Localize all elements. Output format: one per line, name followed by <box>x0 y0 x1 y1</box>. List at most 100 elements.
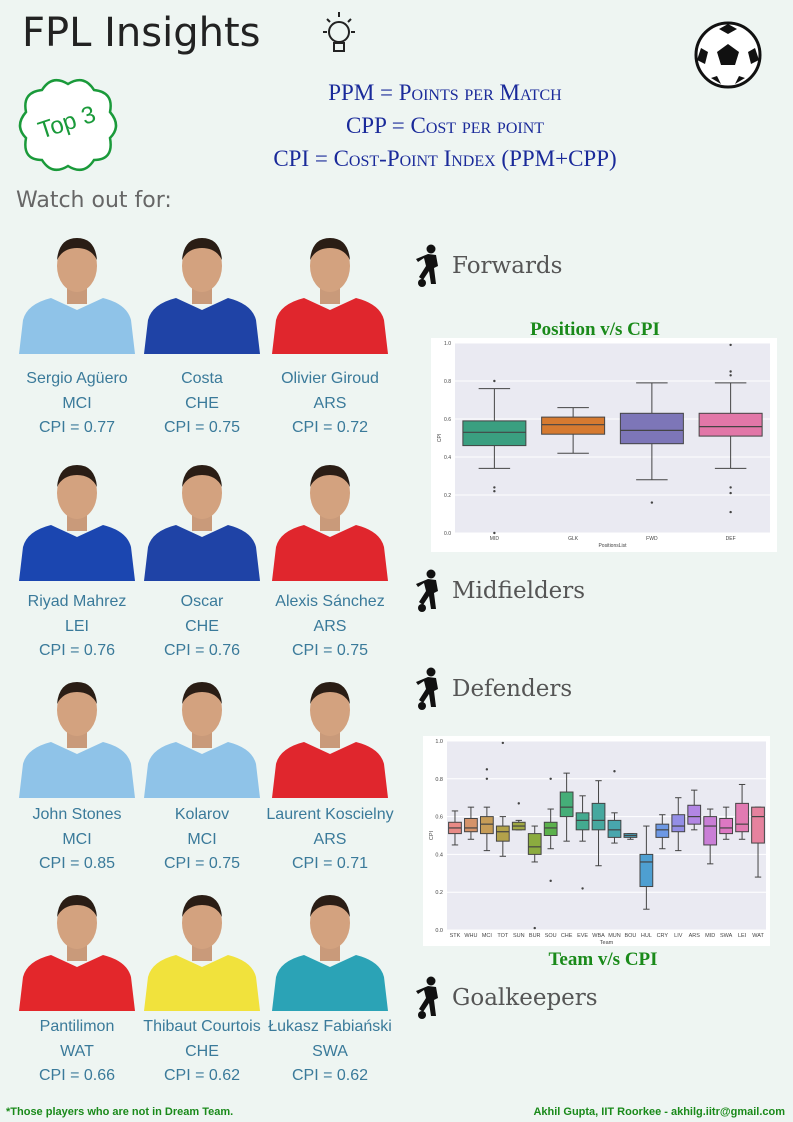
player-cpi: CPI = 0.77 <box>38 419 116 436</box>
box <box>543 821 558 836</box>
head <box>310 240 350 292</box>
y-axis-label: CPI <box>437 434 443 442</box>
player-cpi: CPI = 0.62 <box>163 1067 241 1084</box>
player-name: John Stones <box>32 806 122 823</box>
y-tick-label: 0.2 <box>435 890 443 896</box>
outlier <box>650 501 654 504</box>
x-tick-label: WHU <box>464 933 477 939</box>
icon-body <box>416 986 438 1016</box>
section-label: Forwards <box>452 253 563 279</box>
x-tick-label: WAT <box>752 933 764 939</box>
box <box>687 804 702 825</box>
box <box>575 812 590 831</box>
badge: Top 3 <box>18 78 118 172</box>
hair <box>182 895 222 917</box>
chart: 0.0 0.2 0.4 0.6 0.8 1.0 MID GLK FWD DEF PositionsL… <box>431 338 777 552</box>
outlier <box>493 379 496 383</box>
head <box>182 467 222 519</box>
outlier <box>729 374 732 377</box>
player-team: ARS <box>313 395 347 412</box>
icon-head <box>426 569 436 579</box>
player-photo <box>272 238 388 354</box>
player-cpi: CPI = 0.76 <box>38 642 116 659</box>
player-name: Łukasz Fabiański <box>268 1018 392 1035</box>
player-cpi: CPI = 0.76 <box>163 642 241 659</box>
y-tick-label: 0.4 <box>435 852 443 858</box>
lightbulb-icon <box>323 12 355 52</box>
kicker-icon <box>416 976 438 1019</box>
player-photo <box>19 465 135 581</box>
outlier <box>729 486 732 489</box>
box <box>671 814 686 833</box>
player-name: Oscar <box>180 593 224 610</box>
player-name: Olivier Giroud <box>281 370 379 387</box>
hair <box>310 895 350 917</box>
box <box>541 416 606 435</box>
head <box>310 467 350 519</box>
head <box>182 240 222 292</box>
player-name: Kolarov <box>174 806 230 823</box>
box <box>527 833 542 855</box>
player-team: LEI <box>64 618 89 635</box>
hair <box>57 238 97 260</box>
jersey <box>272 298 388 354</box>
player-photo <box>272 682 388 798</box>
definition: CPI = Cost-Point Index (PPM+CPP) <box>273 146 617 171</box>
player-photo <box>144 238 260 354</box>
section-label: Midfielders <box>452 578 586 604</box>
icon-body <box>416 579 438 609</box>
definition: PPM = Points per Match <box>328 80 562 105</box>
box <box>735 802 749 833</box>
player-name: Riyad Mahrez <box>27 593 127 610</box>
x-axis-label: Team <box>600 940 614 946</box>
outlier <box>729 370 732 373</box>
x-tick-label: LIV <box>674 933 683 939</box>
title: FPL Insights <box>22 10 261 56</box>
head <box>182 897 222 949</box>
player-team: SWA <box>312 1043 348 1060</box>
outlier <box>493 531 496 535</box>
box <box>698 412 763 437</box>
x-tick-label: LEI <box>738 933 747 939</box>
x-tick-label: HUL <box>641 933 652 939</box>
jersey <box>19 955 135 1011</box>
head <box>57 240 97 292</box>
x-tick-label: MID <box>490 536 500 542</box>
x-tick-label: TOT <box>497 933 509 939</box>
x-tick-label: SOU <box>545 933 557 939</box>
hair <box>182 238 222 260</box>
player-team: ARS <box>313 831 347 848</box>
player-name: Laurent Koscielny <box>266 806 394 823</box>
player-cpi: CPI = 0.85 <box>38 855 116 872</box>
chart: 0.0 0.2 0.4 0.6 0.8 1.0 STK WHU MCI TOT SUN BUR SOU C… <box>423 736 770 946</box>
y-tick-label: 0.0 <box>435 928 443 934</box>
x-tick-label: BOU <box>624 933 636 939</box>
y-tick-label: 0.0 <box>444 531 451 537</box>
head <box>182 684 222 736</box>
icon-ball <box>418 279 426 287</box>
jersey <box>144 525 260 581</box>
hair <box>310 238 350 260</box>
kicker-icon <box>416 667 438 710</box>
head <box>57 684 97 736</box>
x-tick-label: GLK <box>568 536 579 542</box>
icon-body <box>416 254 438 284</box>
subtitle: Watch out for: <box>16 188 172 213</box>
x-tick-label: CRY <box>657 933 669 939</box>
player-team: MCI <box>62 395 92 412</box>
plot-area <box>447 741 766 930</box>
chart-title: Team v/s CPI <box>548 949 658 970</box>
box <box>559 791 574 818</box>
jersey <box>272 525 388 581</box>
x-tick-label: SUN <box>513 933 525 939</box>
player-photo <box>19 682 135 798</box>
box <box>655 823 670 838</box>
player-team: CHE <box>185 1043 219 1060</box>
outlier <box>729 491 732 495</box>
head <box>57 897 97 949</box>
outlier <box>517 802 520 805</box>
x-tick-label: ARS <box>689 933 701 939</box>
player-cpi: CPI = 0.62 <box>291 1067 369 1084</box>
x-tick-label: STK <box>450 933 461 939</box>
x-tick-label: CHE <box>561 933 573 939</box>
